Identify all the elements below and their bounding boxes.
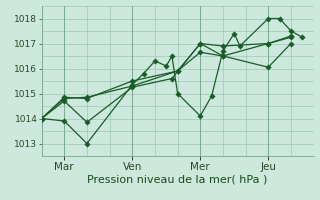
- X-axis label: Pression niveau de la mer( hPa ): Pression niveau de la mer( hPa ): [87, 174, 268, 184]
